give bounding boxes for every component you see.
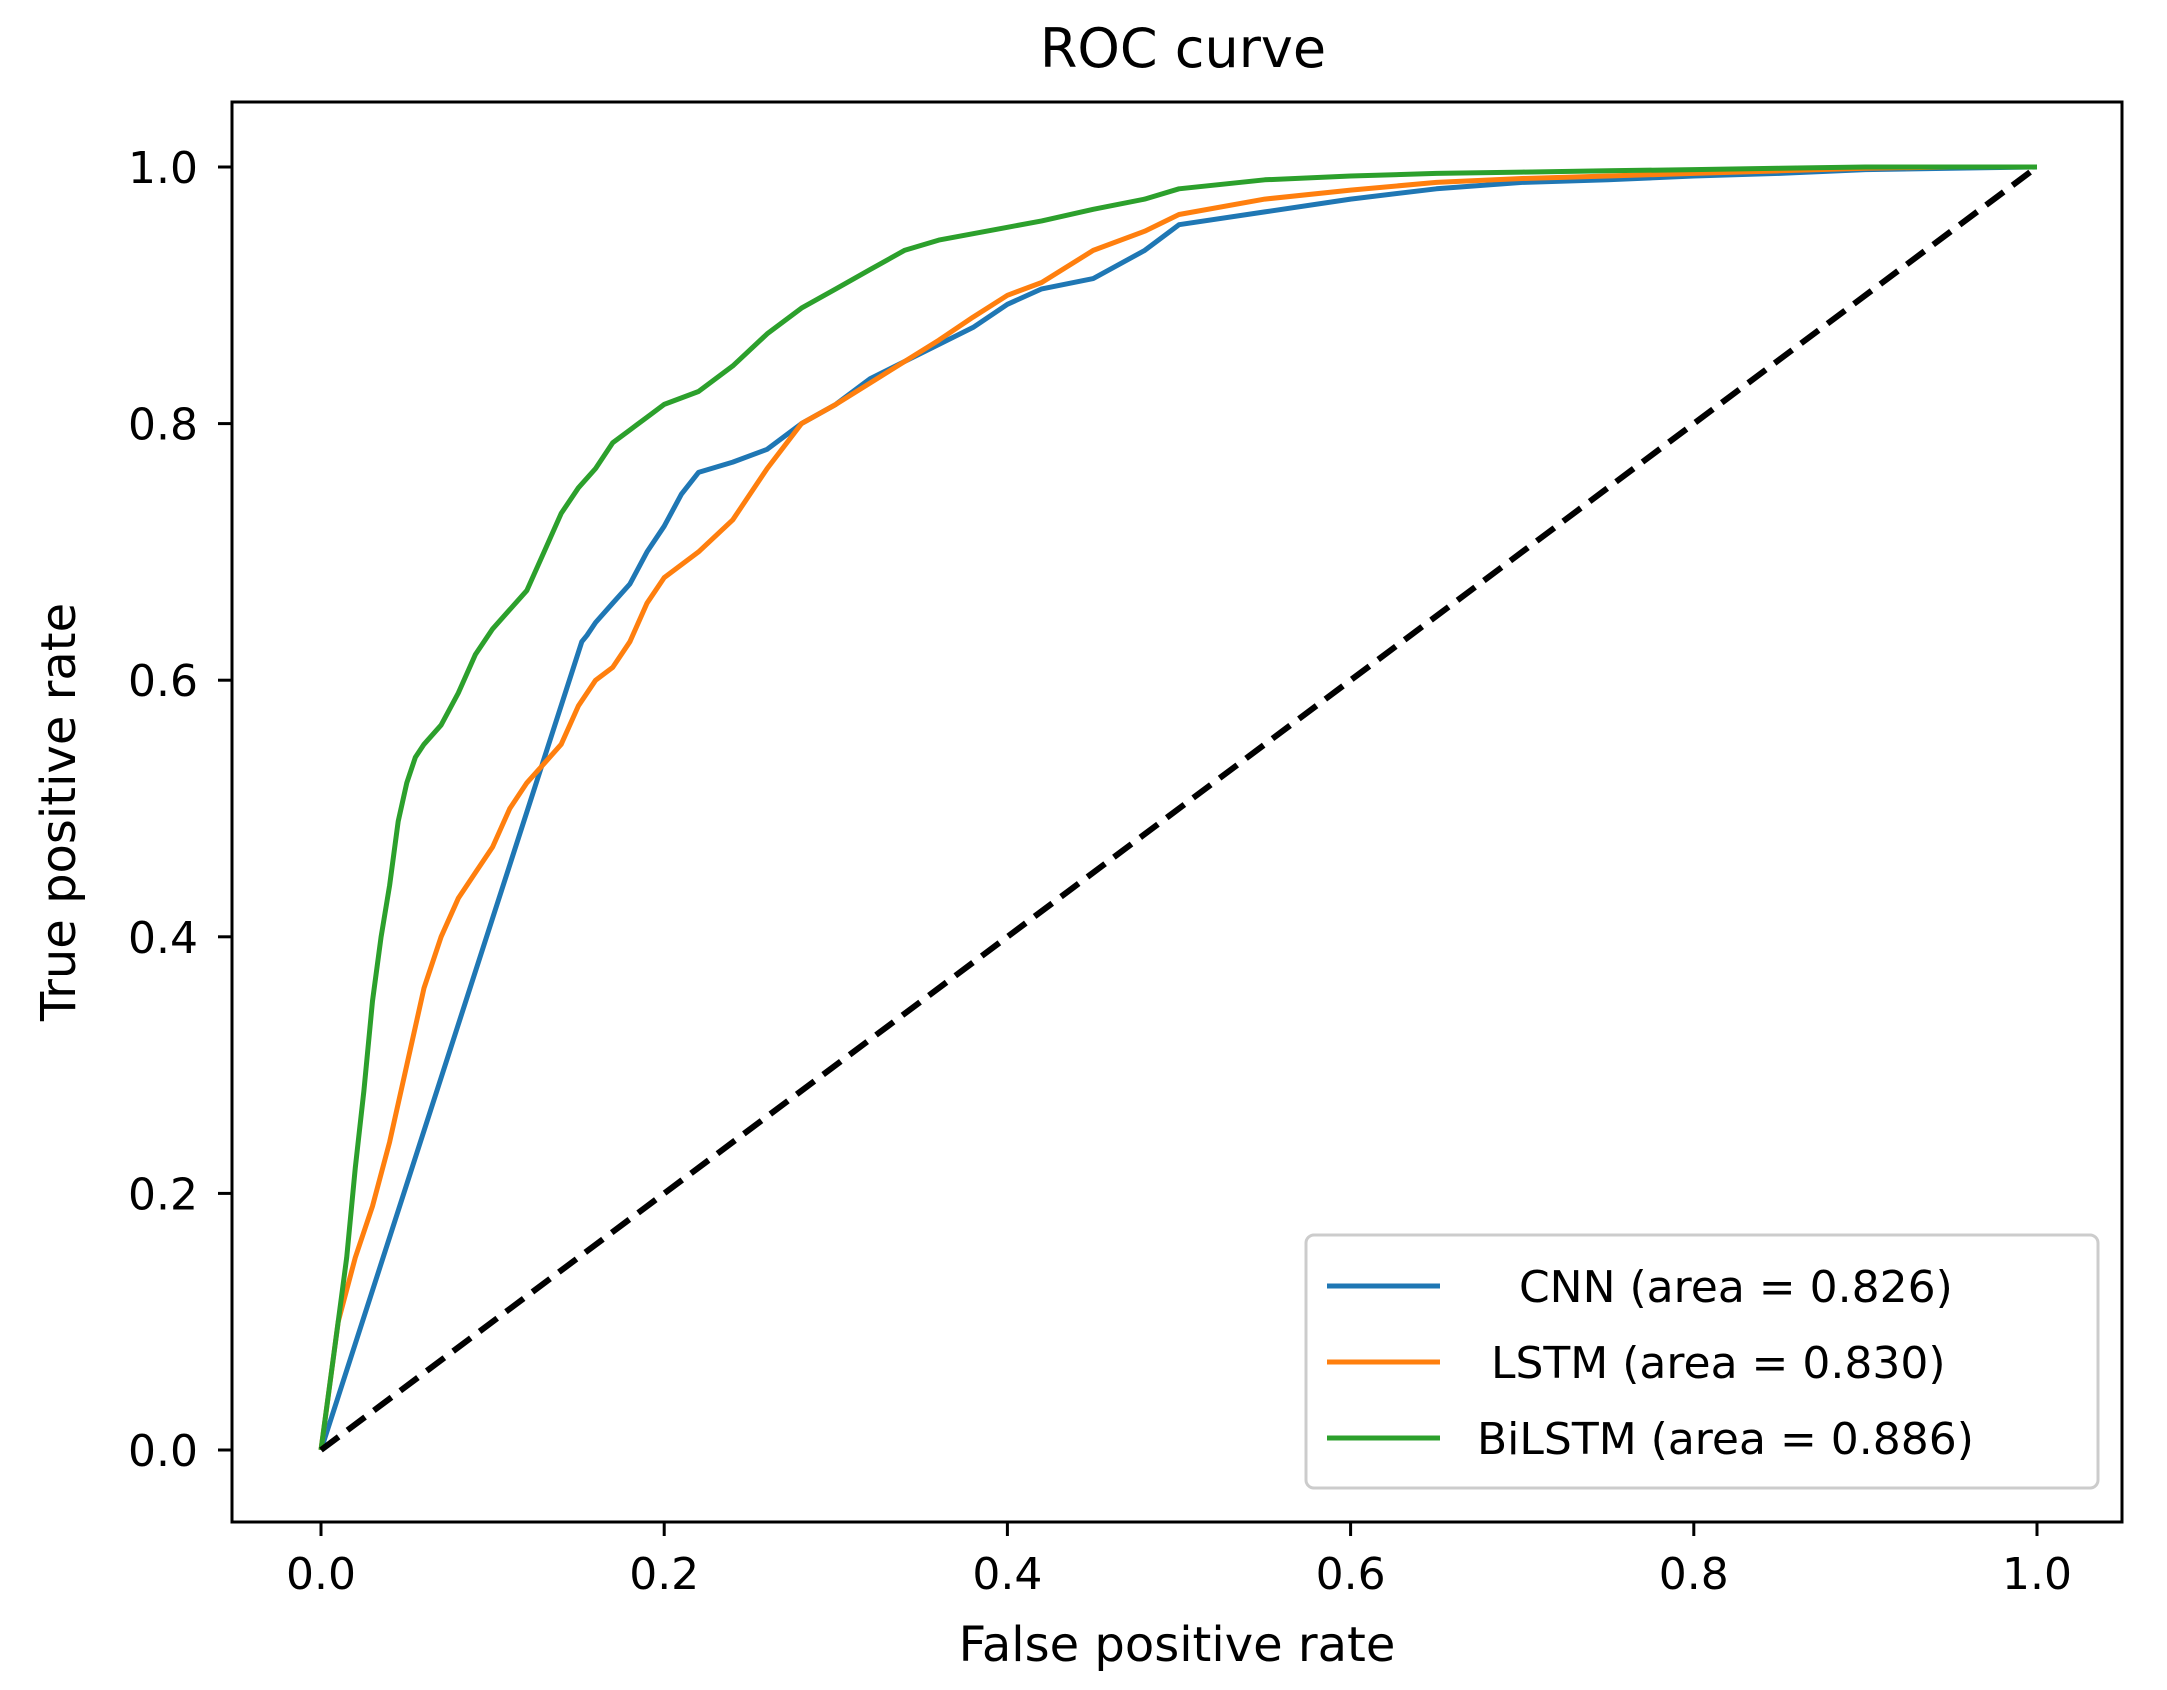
legend-label-cnn: CNN (area = 0.826) xyxy=(1477,1262,1953,1313)
chart-title: ROC curve xyxy=(1040,17,1326,80)
x-tick-label: 0.2 xyxy=(629,1549,699,1600)
y-tick-label: 0.2 xyxy=(128,1169,198,1220)
legend-box xyxy=(1304,1233,2100,1490)
series-line-chance-diagonal xyxy=(319,164,2039,1453)
series-line-lstm xyxy=(318,164,2037,1451)
y-tick-label: 0.6 xyxy=(128,656,198,707)
y-tick-label: 0.0 xyxy=(128,1426,198,1477)
y-ticks: 0.0 0.2 0.4 0.6 0.8 1.0 xyxy=(128,143,232,1477)
y-axis-label: True positive rate xyxy=(31,603,87,1022)
x-tick-label: 0.6 xyxy=(1316,1549,1386,1600)
x-tick-label: 0.8 xyxy=(1659,1549,1729,1600)
x-tick-label: 0.4 xyxy=(972,1549,1042,1600)
x-tick-label: 0.0 xyxy=(286,1549,356,1600)
legend-label-bilstm: BiLSTM (area = 0.886) xyxy=(1477,1414,1974,1465)
legend: CNN (area = 0.826) LSTM (area = 0.830) B… xyxy=(1304,1233,2100,1490)
y-tick-label: 0.4 xyxy=(128,913,198,964)
series-line-bilstm xyxy=(318,164,2037,1451)
series-line-cnn xyxy=(318,164,2038,1451)
x-tick-label: 1.0 xyxy=(2002,1549,2072,1600)
y-tick-label: 0.8 xyxy=(128,400,198,451)
y-tick-label: 1.0 xyxy=(128,143,198,194)
x-axis-label: False positive rate xyxy=(959,1617,1396,1673)
legend-label-lstm: LSTM (area = 0.830) xyxy=(1477,1338,1946,1389)
plot-lines xyxy=(318,164,2039,1453)
x-ticks: 0.0 0.2 0.4 0.6 0.8 1.0 xyxy=(286,1522,2072,1600)
plot-frame xyxy=(230,100,2124,1524)
